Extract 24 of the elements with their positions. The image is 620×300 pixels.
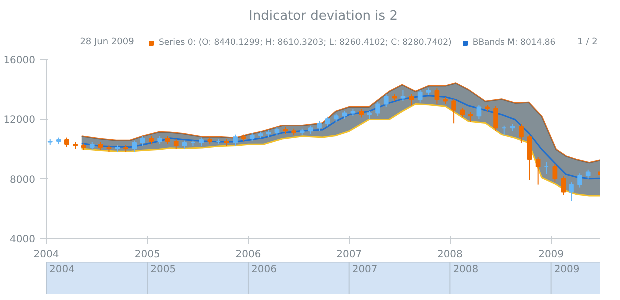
y-tick-label: 8000 bbox=[10, 174, 36, 186]
text: 1 / 2 bbox=[578, 38, 598, 48]
text: 2005 bbox=[150, 264, 176, 276]
text: 2008 bbox=[453, 264, 479, 276]
x-tick-label: 2006 bbox=[236, 250, 262, 260]
y-tick-label: 12000 bbox=[4, 115, 36, 126]
x-tick-label: 2004 bbox=[34, 250, 60, 260]
y-tick-label: 4000 bbox=[10, 234, 36, 246]
x-tick-label: 2008 bbox=[437, 250, 463, 260]
x-tick-label: 2005 bbox=[134, 250, 160, 260]
line-series bbox=[81, 95, 600, 180]
text: 2004 bbox=[50, 264, 75, 276]
chart-title: Indicator deviation is 2 bbox=[249, 9, 398, 24]
legend-label: Series 0: (O: 8440.1299; H: 8610.3203; L: 8260.4102; C: 8280.7402) bbox=[159, 37, 452, 48]
legend-label: BBands M: 8014.86 bbox=[472, 37, 556, 48]
x-tick-label: 2007 bbox=[336, 250, 362, 260]
text: 2006 bbox=[251, 264, 277, 276]
text: 28 Jun 2009 bbox=[80, 38, 135, 48]
line-series bbox=[81, 82, 600, 164]
line-series bbox=[81, 104, 600, 197]
text: 2009 bbox=[554, 264, 580, 276]
x-tick-label: 2009 bbox=[538, 250, 564, 260]
y-tick-label: 16000 bbox=[4, 56, 36, 66]
text: 2007 bbox=[352, 264, 378, 276]
